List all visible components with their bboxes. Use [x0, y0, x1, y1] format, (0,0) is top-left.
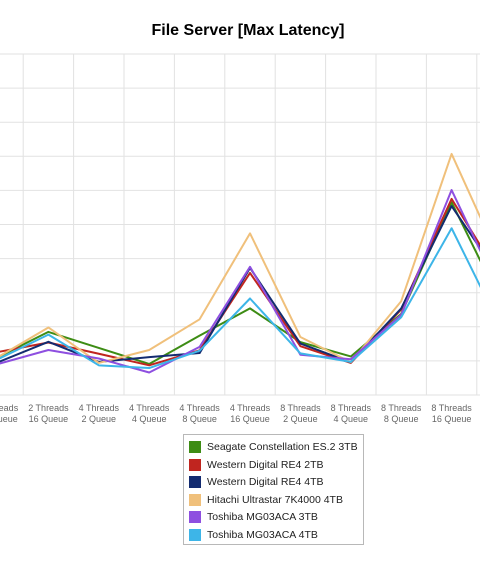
x-tick-label: 4 Threads 16 Queue [230, 403, 271, 424]
legend-label: Seagate Constellation ES.2 3TB [207, 441, 358, 453]
chart-title: File Server [Max Latency] [152, 22, 345, 39]
x-tick-label: 4 Threads 8 Queue [179, 403, 220, 424]
legend: Seagate Constellation ES.2 3TB Western Di… [183, 434, 364, 545]
legend-swatch [189, 458, 201, 471]
legend-label: Western Digital RE4 2TB [207, 458, 324, 471]
x-tick-label: 4 Threads 2 Queue [79, 403, 120, 424]
series-lines [0, 152, 480, 374]
x-tick-label: 2 Threads 16 Queue [28, 403, 69, 424]
x-tick-label: 8 Threads 16 Queue [431, 403, 472, 424]
series-line-4 [0, 152, 480, 364]
series-line-6 [0, 227, 480, 370]
legend-swatch [189, 441, 201, 453]
legend-swatch [189, 476, 201, 489]
x-tick-label: 8 Threads 8 Queue [381, 403, 422, 424]
legend-label: Toshiba MG03ACA 4TB [207, 529, 318, 541]
legend-swatch [189, 529, 201, 541]
x-tick-label: 8 Threads 4 Queue [331, 403, 372, 424]
x-tick-label: 8 Threads 2 Queue [280, 403, 321, 424]
legend-swatch [189, 493, 201, 506]
grid [0, 53, 480, 396]
legend-swatch [189, 511, 201, 524]
legend-label: Western Digital RE4 4TB [207, 476, 324, 489]
x-tick-label: 4 Threads 4 Queue [129, 403, 170, 424]
series-line-1 [0, 201, 480, 365]
legend-label: Toshiba MG03ACA 3TB [207, 511, 318, 524]
legend-label: Hitachi Ultrastar 7K4000 4TB [207, 493, 343, 506]
